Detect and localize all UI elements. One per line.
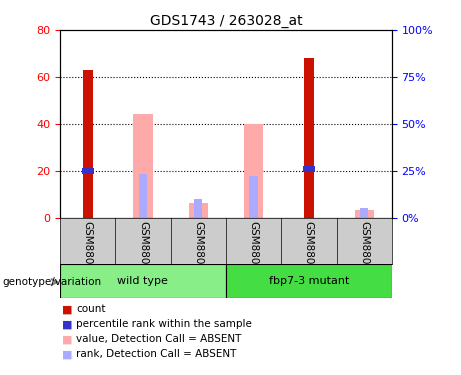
Title: GDS1743 / 263028_at: GDS1743 / 263028_at [149, 13, 302, 28]
Text: GSM88053: GSM88053 [304, 221, 314, 278]
FancyBboxPatch shape [60, 264, 226, 298]
Bar [355, 210, 374, 218]
Bar [303, 166, 315, 172]
Text: GSM88052: GSM88052 [248, 221, 259, 278]
FancyBboxPatch shape [226, 264, 392, 298]
Text: count: count [76, 304, 106, 314]
Text: fbp7-3 mutant: fbp7-3 mutant [269, 276, 349, 286]
Text: value, Detection Call = ABSENT: value, Detection Call = ABSENT [76, 334, 242, 344]
Text: wild type: wild type [118, 276, 168, 286]
Text: GSM88045: GSM88045 [193, 221, 203, 278]
Text: GSM88043: GSM88043 [83, 221, 93, 278]
Bar [304, 58, 314, 217]
Text: genotype/variation: genotype/variation [2, 277, 101, 287]
Bar [249, 176, 258, 218]
Bar [83, 70, 93, 217]
Text: ■: ■ [62, 350, 73, 359]
Text: percentile rank within the sample: percentile rank within the sample [76, 320, 252, 329]
Bar [360, 208, 368, 218]
Text: GSM88054: GSM88054 [359, 221, 369, 278]
Bar [82, 168, 94, 174]
Text: ■: ■ [62, 334, 73, 344]
Text: rank, Detection Call = ABSENT: rank, Detection Call = ABSENT [76, 350, 236, 359]
Text: ■: ■ [62, 320, 73, 329]
Bar [244, 124, 263, 218]
Bar [133, 114, 153, 218]
Bar [194, 199, 202, 217]
Bar [139, 174, 147, 217]
Bar [189, 202, 208, 217]
Text: GSM88044: GSM88044 [138, 221, 148, 278]
Text: ■: ■ [62, 304, 73, 314]
